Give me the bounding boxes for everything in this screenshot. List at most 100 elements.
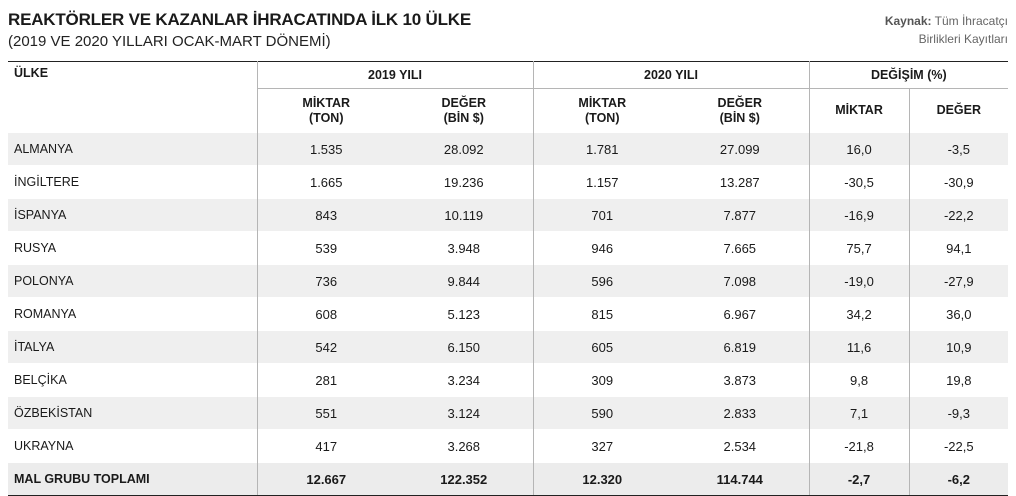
cell-miktar-2019: 417 xyxy=(256,429,395,463)
cell-country: POLONYA xyxy=(8,264,257,298)
cell-deger-2019: 6.150 xyxy=(395,330,534,364)
cell-deger-2020: 2.833 xyxy=(671,396,810,430)
cell-miktar-2020: 1.157 xyxy=(532,165,672,199)
cell-miktar-2020: 590 xyxy=(532,396,672,430)
cell-degisim-deger: 94,1 xyxy=(908,231,1009,265)
cell-country: ALMANYA xyxy=(8,132,257,166)
cell-deger-2019: 9.844 xyxy=(395,264,534,298)
table-row: İTALYA 542 6.150 605 6.819 11,6 10,9 xyxy=(8,330,1009,364)
cell-degisim-miktar: 11,6 xyxy=(808,330,910,364)
table-row: BELÇİKA 281 3.234 309 3.873 9,8 19,8 xyxy=(8,363,1009,397)
header: REAKTÖRLER VE KAZANLAR İHRACATINDA İLK 1… xyxy=(8,8,1008,60)
page-title: REAKTÖRLER VE KAZANLAR İHRACATINDA İLK 1… xyxy=(8,10,472,29)
table-row: UKRAYNA 417 3.268 327 2.534 -21,8 -22,5 xyxy=(8,429,1009,463)
cell-deger-2019: 19.236 xyxy=(395,165,534,199)
source-note: Kaynak: Tüm İhracatçı Birlikleri Kayıtla… xyxy=(885,12,1008,48)
cell-miktar-2020: 815 xyxy=(532,297,672,331)
cell-degisim-deger: -3,5 xyxy=(908,132,1009,166)
source-line-1: Tüm İhracatçı xyxy=(931,14,1008,28)
header-2019-miktar: MİKTAR (TON) xyxy=(256,88,395,133)
cell-country: RUSYA xyxy=(8,231,257,265)
cell-country: İNGİLTERE xyxy=(8,165,257,199)
cell-degisim-deger: 36,0 xyxy=(908,297,1009,331)
cell-deger-2020: 7.098 xyxy=(671,264,810,298)
cell-degisim-miktar: 16,0 xyxy=(808,132,910,166)
cell-miktar-2019: 539 xyxy=(256,231,395,265)
cell-miktar-2019: 1.665 xyxy=(256,165,395,199)
header-country: ÜLKE xyxy=(14,66,49,80)
cell-miktar-2020: 309 xyxy=(532,363,672,397)
cell-miktar-2020: 605 xyxy=(532,330,672,364)
cell-miktar-2020: 327 xyxy=(532,429,672,463)
table-row: İSPANYA 843 10.119 701 7.877 -16,9 -22,2 xyxy=(8,198,1009,232)
header-2020-miktar: MİKTAR (TON) xyxy=(532,88,672,133)
cell-degisim-miktar: 34,2 xyxy=(808,297,910,331)
cell-deger-2019: 10.119 xyxy=(395,198,534,232)
cell-miktar-2020: 596 xyxy=(532,264,672,298)
table-body: ALMANYA 1.535 28.092 1.781 27.099 16,0 -3,5 İNG… xyxy=(8,132,1009,496)
cell-country: ÖZBEKİSTAN xyxy=(8,396,257,430)
cell-deger-2019: 3.234 xyxy=(395,363,534,397)
total-deger-2020: 114.744 xyxy=(671,462,810,496)
cell-country: UKRAYNA xyxy=(8,429,257,463)
cell-miktar-2019: 281 xyxy=(256,363,395,397)
cell-miktar-2019: 608 xyxy=(256,297,395,331)
cell-country: İSPANYA xyxy=(8,198,257,232)
cell-degisim-deger: -27,9 xyxy=(908,264,1009,298)
total-row: MAL GRUBU TOPLAMI 12.667 122.352 12.320 114.… xyxy=(8,462,1009,496)
cell-degisim-miktar: 75,7 xyxy=(808,231,910,265)
cell-deger-2020: 6.819 xyxy=(671,330,810,364)
header-2020-deger: DEĞER (BİN $) xyxy=(717,95,762,125)
cell-country: ROMANYA xyxy=(8,297,257,331)
header-group-2020: 2020 YILI xyxy=(532,61,810,89)
cell-deger-2020: 13.287 xyxy=(671,165,810,199)
header-group-2019: 2019 YILI xyxy=(256,61,534,89)
cell-deger-2020: 7.877 xyxy=(671,198,810,232)
cell-miktar-2020: 946 xyxy=(532,231,672,265)
cell-degisim-miktar: -16,9 xyxy=(808,198,910,232)
cell-country: İTALYA xyxy=(8,330,257,364)
cell-degisim-deger: -30,9 xyxy=(908,165,1009,199)
cell-deger-2020: 6.967 xyxy=(671,297,810,331)
total-country: MAL GRUBU TOPLAMI xyxy=(8,462,257,496)
cell-degisim-deger: 10,9 xyxy=(908,330,1009,364)
cell-miktar-2019: 1.535 xyxy=(256,132,395,166)
cell-deger-2019: 3.268 xyxy=(395,429,534,463)
cell-degisim-deger: -22,2 xyxy=(908,198,1009,232)
page-subtitle: (2019 VE 2020 YILLARI OCAK-MART DÖNEMİ) xyxy=(8,33,331,50)
table-row: POLONYA 736 9.844 596 7.098 -19,0 -27,9 xyxy=(8,264,1009,298)
cell-deger-2020: 3.873 xyxy=(671,363,810,397)
cell-deger-2019: 3.948 xyxy=(395,231,534,265)
total-miktar-2020: 12.320 xyxy=(532,462,672,496)
total-miktar-2019: 12.667 xyxy=(256,462,395,496)
source-label: Kaynak: xyxy=(884,14,932,28)
cell-deger-2019: 3.124 xyxy=(395,396,534,430)
cell-deger-2019: 28.092 xyxy=(395,132,534,166)
source-line-2: Birlikleri Kayıtları xyxy=(918,32,1008,46)
cell-miktar-2019: 542 xyxy=(256,330,395,364)
table-row: ROMANYA 608 5.123 815 6.967 34,2 36,0 xyxy=(8,297,1009,331)
table-row: ÖZBEKİSTAN 551 3.124 590 2.833 7,1 -9,3 xyxy=(8,396,1009,430)
total-degisim-miktar: -2,7 xyxy=(808,462,910,496)
cell-degisim-miktar: -30,5 xyxy=(808,165,910,199)
cell-degisim-deger: -22,5 xyxy=(908,429,1009,463)
cell-country: BELÇİKA xyxy=(8,363,257,397)
cell-degisim-deger: 19,8 xyxy=(908,363,1009,397)
total-deger-2019: 122.352 xyxy=(395,462,534,496)
cell-degisim-miktar: -19,0 xyxy=(808,264,910,298)
export-table: ÜLKE 2019 YILI 2020 YILI DEĞİŞİM (%) MİK… xyxy=(8,61,1009,496)
header-change-deger: DEĞER xyxy=(908,88,1009,133)
table-row: ALMANYA 1.535 28.092 1.781 27.099 16,0 -3,5 xyxy=(8,132,1009,166)
cell-deger-2020: 27.099 xyxy=(671,132,810,166)
header-group-change: DEĞİŞİM (%) xyxy=(808,61,1009,89)
cell-miktar-2019: 736 xyxy=(256,264,395,298)
header-change-miktar: MİKTAR xyxy=(808,88,910,133)
cell-miktar-2020: 701 xyxy=(532,198,672,232)
cell-deger-2019: 5.123 xyxy=(395,297,534,331)
cell-degisim-miktar: 9,8 xyxy=(808,363,910,397)
table-row: İNGİLTERE 1.665 19.236 1.157 13.287 -30,5 -30,… xyxy=(8,165,1009,199)
table-row: RUSYA 539 3.948 946 7.665 75,7 94,1 xyxy=(8,231,1009,265)
cell-degisim-miktar: -21,8 xyxy=(808,429,910,463)
cell-degisim-deger: -9,3 xyxy=(908,396,1009,430)
cell-miktar-2020: 1.781 xyxy=(532,132,672,166)
